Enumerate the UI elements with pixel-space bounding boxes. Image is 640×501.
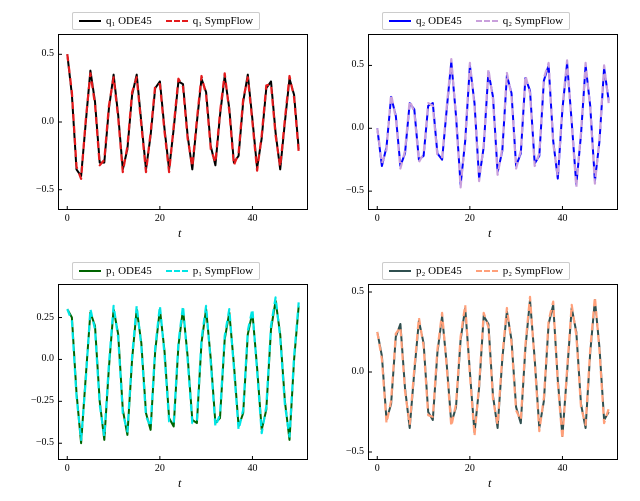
ytick-label: 0.0: [324, 366, 364, 377]
xtick-label: 0: [52, 463, 82, 474]
xtick-label: 20: [145, 463, 175, 474]
ytick-label: 0.0: [14, 116, 54, 127]
panel-p1: 02040−0.5−0.250.00.25t: [58, 284, 308, 460]
xtick-label: 20: [145, 213, 175, 224]
ytick-label: 0.25: [14, 312, 54, 323]
ytick-label: −0.5: [324, 185, 364, 196]
legend-p1: p₁ ODE45 p₁ SympFlow: [72, 262, 260, 280]
legend-item-q1-sympflow: q₁ SympFlow: [166, 15, 253, 27]
ytick-label: −0.25: [14, 395, 54, 406]
legend-swatch: [79, 20, 101, 22]
legend-item-q2-ode45: q₂ ODE45: [389, 15, 462, 27]
legend-q1: q₁ ODE45 q₁ SympFlow: [72, 12, 260, 30]
ytick-label: 0.5: [324, 59, 364, 70]
legend-label: q₁ ODE45: [106, 15, 152, 27]
ytick-label: −0.5: [14, 184, 54, 195]
xtick-label: 40: [237, 213, 267, 224]
legend-label: q₂ SympFlow: [503, 15, 563, 27]
ytick-label: 0.0: [14, 353, 54, 364]
xtick-label: 20: [455, 213, 485, 224]
x-axis-label: t: [488, 476, 491, 491]
legend-swatch: [389, 270, 411, 272]
ytick-label: 0.0: [324, 122, 364, 133]
legend-item-p2-sympflow: p₂ SympFlow: [476, 265, 563, 277]
panel-q1: 02040−0.50.00.5t: [58, 34, 308, 210]
legend-item-p2-ode45: p₂ ODE45: [389, 265, 462, 277]
ytick-label: −0.5: [14, 437, 54, 448]
legend-swatch: [166, 270, 188, 272]
legend-swatch: [79, 270, 101, 272]
legend-swatch: [476, 20, 498, 22]
xtick-label: 0: [52, 213, 82, 224]
figure-root: 02040−0.50.00.5t q₁ ODE45 q₁ SympFlow 02…: [0, 0, 640, 501]
x-axis-label: t: [178, 226, 181, 241]
legend-label: p₂ ODE45: [416, 265, 462, 277]
ytick-label: 0.5: [324, 286, 364, 297]
ytick-label: 0.5: [14, 48, 54, 59]
legend-swatch: [389, 20, 411, 22]
xtick-label: 0: [362, 213, 392, 224]
legend-p2: p₂ ODE45 p₂ SympFlow: [382, 262, 570, 280]
legend-swatch: [166, 20, 188, 22]
legend-swatch: [476, 270, 498, 272]
legend-item-p1-ode45: p₁ ODE45: [79, 265, 152, 277]
ytick-label: −0.5: [324, 446, 364, 457]
xtick-label: 0: [362, 463, 392, 474]
x-axis-label: t: [178, 476, 181, 491]
panel-q2: 02040−0.50.00.5t: [368, 34, 618, 210]
legend-label: p₂ SympFlow: [503, 265, 563, 277]
xtick-label: 20: [455, 463, 485, 474]
legend-item-q1-ode45: q₁ ODE45: [79, 15, 152, 27]
legend-label: q₁ SympFlow: [193, 15, 253, 27]
xtick-label: 40: [547, 213, 577, 224]
xtick-label: 40: [237, 463, 267, 474]
legend-q2: q₂ ODE45 q₂ SympFlow: [382, 12, 570, 30]
x-axis-label: t: [488, 226, 491, 241]
legend-item-p1-sympflow: p₁ SympFlow: [166, 265, 253, 277]
xtick-label: 40: [547, 463, 577, 474]
panel-p2: 02040−0.50.00.5t: [368, 284, 618, 460]
legend-label: p₁ SympFlow: [193, 265, 253, 277]
legend-label: q₂ ODE45: [416, 15, 462, 27]
legend-item-q2-sympflow: q₂ SympFlow: [476, 15, 563, 27]
legend-label: p₁ ODE45: [106, 265, 152, 277]
